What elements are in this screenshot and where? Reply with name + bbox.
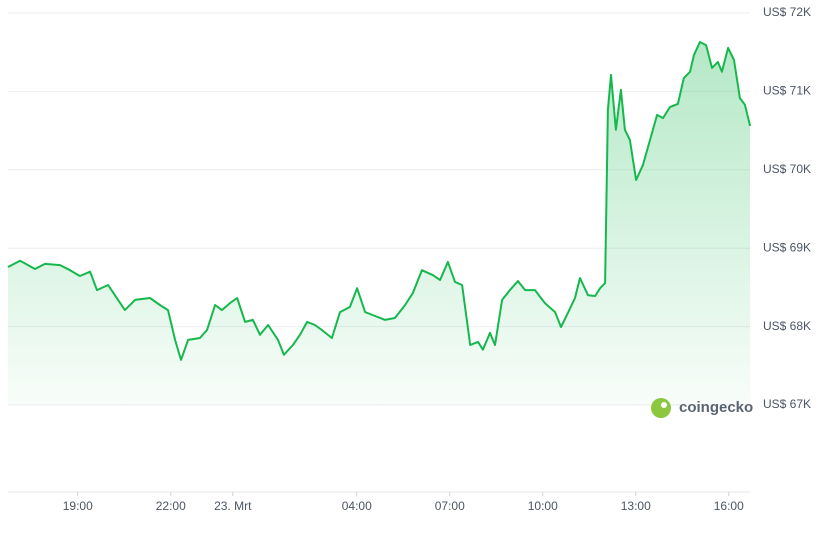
watermark-logo [651,398,671,418]
price-line [7,41,752,361]
y-tick-label: US$ 71K [763,84,811,98]
y-tick-label: US$ 72K [763,5,811,19]
x-tick-label: 10:00 [528,499,558,513]
y-tick-label: US$ 69K [763,240,811,254]
x-tick-label: 16:00 [714,499,744,513]
x-tick-label: 23. Mrt [214,499,252,513]
x-tick-label: 22:00 [156,499,186,513]
x-tick-label: 04:00 [342,499,372,513]
x-tick-label: 13:00 [621,499,651,513]
watermark: coingecko [679,399,753,416]
x-tick-label: 19:00 [63,499,93,513]
y-tick-label: US$ 68K [763,319,811,333]
x-tick-label: 07:00 [435,499,465,513]
area-fill [8,42,751,405]
y-tick-label: US$ 67K [763,397,811,411]
y-tick-label: US$ 70K [763,162,811,176]
